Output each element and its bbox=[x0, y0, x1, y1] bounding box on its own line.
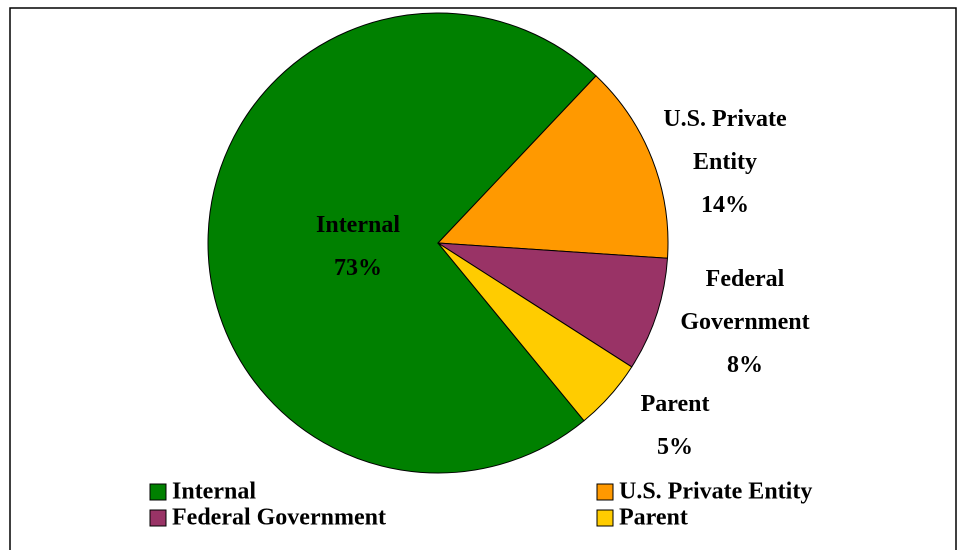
legend-swatch bbox=[149, 509, 167, 527]
slice-name: Federal Government bbox=[680, 266, 810, 335]
frame bbox=[9, 7, 957, 550]
pie-slice bbox=[437, 242, 669, 368]
pie-slice bbox=[436, 75, 669, 259]
slice-value: 14% bbox=[701, 192, 749, 218]
slice-value: 73% bbox=[334, 255, 382, 281]
legend-label: Parent bbox=[619, 505, 688, 531]
slice-label: Internal 73% bbox=[288, 204, 428, 290]
pie-slice bbox=[437, 242, 633, 422]
slice-name: Internal bbox=[316, 212, 400, 238]
slice-label: Federal Government 8% bbox=[650, 258, 840, 387]
legend-swatch bbox=[149, 483, 167, 501]
legend-label: Federal Government bbox=[172, 505, 386, 531]
pie-slice bbox=[207, 12, 597, 474]
legend-label: Internal bbox=[172, 479, 256, 505]
slice-name: U.S. Private Entity bbox=[663, 106, 787, 175]
legend-label: U.S. Private Entity bbox=[619, 479, 812, 505]
legend-swatch bbox=[596, 509, 614, 527]
slice-label: U.S. Private Entity 14% bbox=[630, 98, 820, 227]
slice-value: 8% bbox=[727, 352, 763, 378]
legend-swatch bbox=[596, 483, 614, 501]
slice-value: 5% bbox=[657, 434, 693, 460]
slice-label: Parent 5% bbox=[600, 383, 750, 469]
slice-name: Parent bbox=[640, 391, 710, 417]
